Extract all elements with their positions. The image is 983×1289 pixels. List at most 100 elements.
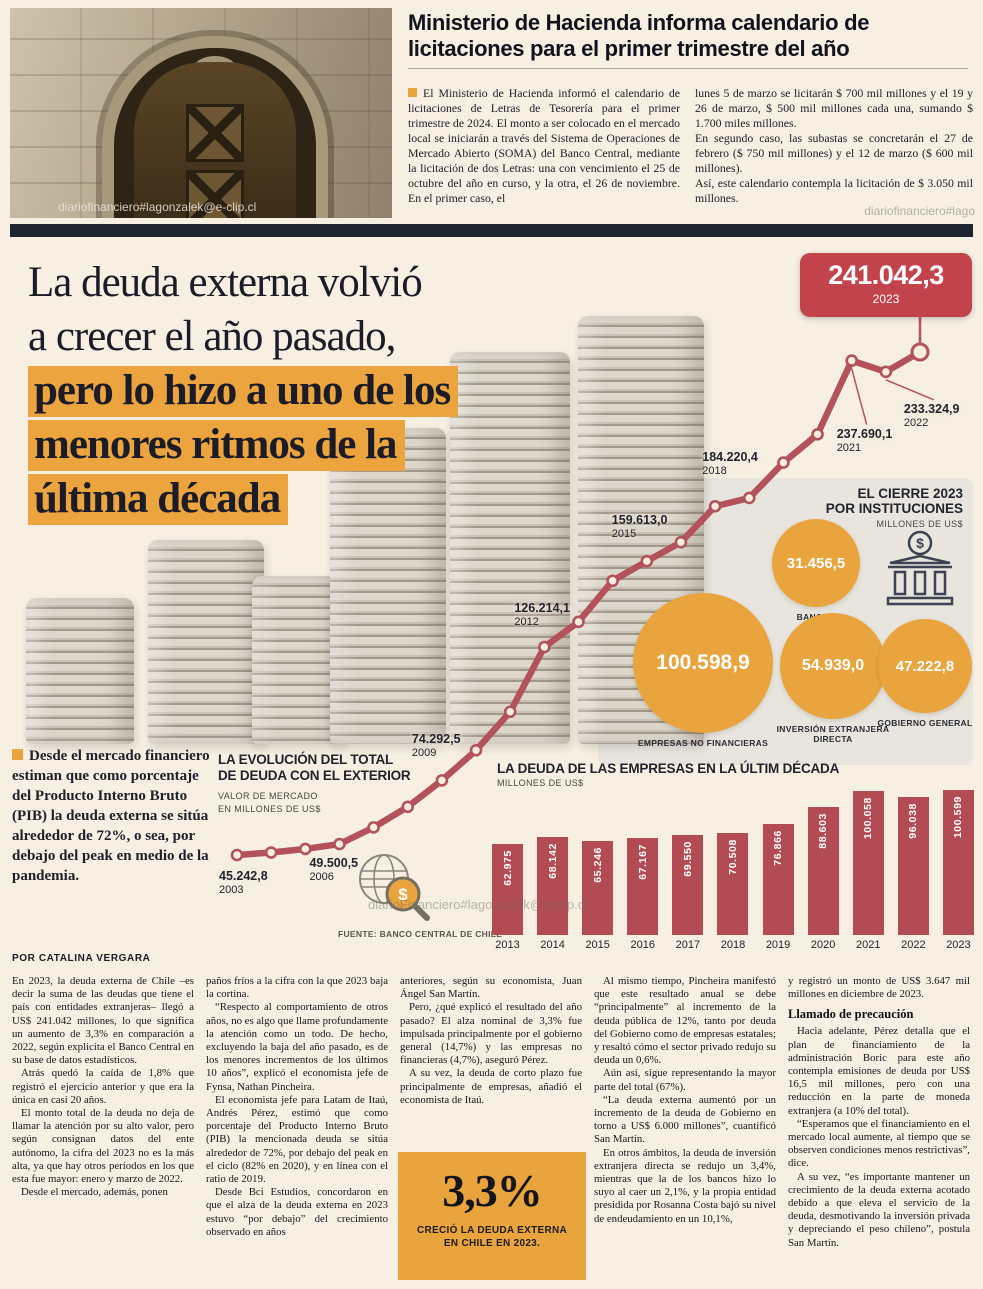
orange-square-bullet <box>408 88 417 97</box>
headline-text: pero lo hizo a uno de los <box>28 366 459 417</box>
headline-line-highlighted: última década <box>28 472 458 526</box>
orange-square-bullet <box>12 749 23 760</box>
article-paragraph: “Respecto al comportamiento de otros año… <box>206 1001 388 1093</box>
bar-value-label: 67.167 <box>636 844 649 880</box>
article-paragraph: Pero, ¿qué explicó el resultado del año … <box>400 1001 582 1067</box>
bar-value-label: 69.550 <box>681 841 694 877</box>
line-point-label: 184.220,4 2018 <box>702 449 758 477</box>
bar-cell: 70.508 2018 <box>717 833 749 951</box>
bar: 88.603 <box>807 807 839 935</box>
callout-caption-line: EN CHILE EN 2023. <box>443 1238 541 1249</box>
article-column-1: En 2023, la deuda externa de Chile –es d… <box>12 975 194 1287</box>
main-headline: La deuda externa volvió a crecer el año … <box>28 256 459 526</box>
article-paragraph: Aún así, sigue representando la mayor pa… <box>594 1067 776 1093</box>
watermark-right: diariofinanciero#lago <box>864 204 975 218</box>
bar-value-label: 100.599 <box>952 796 965 839</box>
svg-text:$: $ <box>398 885 408 904</box>
institution-value: 31.456,5 <box>772 519 860 607</box>
bar-year-label: 2013 <box>495 939 520 951</box>
bar-year-label: 2019 <box>765 939 791 951</box>
paragraph: En segundo caso, las subastas se concret… <box>695 131 973 175</box>
door-panel <box>186 104 244 162</box>
article-paragraph: En 2023, la deuda externa de Chile –es d… <box>12 975 194 1067</box>
evolution-title-line: LA EVOLUCIÓN DEL TOTAL <box>218 752 394 767</box>
evolution-subtitle-line: EN MILLONES DE US$ <box>218 804 321 814</box>
bar-value-label: 68.142 <box>546 843 559 879</box>
bar-year-label: 2020 <box>810 939 836 951</box>
bar-value-label: 62.975 <box>501 850 514 886</box>
bar-cell: 62.975 2013 <box>492 844 523 951</box>
headline-text: a crecer el año pasado, <box>28 313 396 360</box>
coin-stack-image <box>450 352 570 744</box>
bar-cell: 76.866 2019 <box>762 824 794 951</box>
article-paragraph: En otros ámbitos, la deuda de inversión … <box>594 1146 776 1225</box>
svg-text:$: $ <box>916 535 924 551</box>
article-paragraph: “Esperamos que el financiamiento en el m… <box>788 1117 970 1170</box>
sidebar-note: Desde el mercado financiero estiman que … <box>12 746 210 886</box>
paragraph: lunes 5 de marzo se licitarán $ 700 mil … <box>695 86 973 130</box>
paragraph: El Ministerio de Hacienda informó el cal… <box>408 86 680 206</box>
institutions-title-line: EL CIERRE 2023 <box>857 486 963 501</box>
top-article-text: El Ministerio de Hacienda informó el cal… <box>408 86 680 205</box>
bar: 96.038 <box>897 797 929 935</box>
watermark-middle: diarioFinanciero#lagonzalek@e-clip.cl <box>368 897 588 912</box>
headline-divider <box>408 68 968 69</box>
institution-value-text: 47.222,8 <box>895 657 955 675</box>
coin-stack-image <box>26 598 134 744</box>
ornate-door <box>134 62 296 218</box>
growth-callout: 3,3% CRECIÓ LA DEUDA EXTERNA EN CHILE EN… <box>398 1152 586 1280</box>
headline-text: menores ritmos de la <box>28 420 405 471</box>
bar-year-label: 2021 <box>856 939 881 951</box>
bank-icon: $ <box>886 530 954 606</box>
institution-value-text: 31.456,5 <box>786 554 846 572</box>
bar-cell: 100.599 2023 <box>942 790 974 951</box>
bar-value-label: 88.603 <box>817 813 830 849</box>
bar-cell: 88.603 2020 <box>807 807 839 951</box>
line-point-label: 45.242,8 2003 <box>219 869 268 896</box>
sidebar-note-text: Desde el mercado financiero estiman que … <box>12 748 210 884</box>
chart-source: FUENTE: BANCO CENTRAL DE CHILE <box>338 929 503 939</box>
bar: 70.508 <box>717 833 749 935</box>
callout-caption-line: CRECIÓ LA DEUDA EXTERNA <box>416 1225 568 1236</box>
article-paragraph: Hacia adelante, Pérez detalla que el pla… <box>788 1025 970 1117</box>
bar-cell: 100.058 2021 <box>852 791 884 951</box>
top-article-headline: Ministerio de Hacienda informa calendari… <box>408 10 870 61</box>
bar: 65.246 <box>582 841 614 935</box>
watermark-photo: diariofinanciero#lagonzalek@e-clip.cl <box>58 200 257 214</box>
line-point-label: 233.324,9 2022 <box>903 401 960 429</box>
coin-stack-image <box>148 540 264 744</box>
bar: 100.058 <box>852 791 884 935</box>
bar: 67.167 <box>627 838 659 935</box>
headline-text: última década <box>28 474 289 525</box>
article-paragraph: “La deuda externa aumentó por un increme… <box>594 1093 776 1146</box>
institution-bubble-gobierno: 47.222,8 GOBIERNO GENERAL <box>870 619 980 728</box>
bar-value-label: 100.058 <box>862 797 875 840</box>
badge-year: 2023 <box>872 292 900 306</box>
headline-line-highlighted: menores ritmos de la <box>28 418 458 472</box>
bar-year-label: 2017 <box>675 939 701 951</box>
article-column-5: y registró un monto de US$ 3.647 mil mil… <box>788 975 970 1287</box>
article-paragraph: anteriores, según su economista, Juan Án… <box>400 975 582 1001</box>
magnifier-globe-icon: $ <box>359 854 430 921</box>
institutions-panel: EL CIERRE 2023 POR INSTITUCIONES MILLONE… <box>598 478 973 765</box>
institution-label: GOBIERNO GENERAL <box>877 718 973 728</box>
bar-cell: 69.550 2017 <box>672 835 704 951</box>
bar-value-label: 96.038 <box>907 803 920 839</box>
institution-value-text: 100.598,9 <box>656 651 750 674</box>
line-point-label: 49.500,5 2006 <box>309 856 359 884</box>
bar-year-label: 2016 <box>630 939 656 951</box>
article-paragraph: y registró un monto de US$ 3.647 mil mil… <box>788 975 970 1001</box>
headline-line: La deuda externa volvió <box>28 256 458 310</box>
headline-text: La deuda externa volvió <box>28 259 423 306</box>
bar: 76.866 <box>762 824 794 935</box>
evolution-title-line: DE DEUDA CON EL EXTERIOR <box>218 768 411 783</box>
companies-debt-bar-chart: 62.975 2013 68.142 2014 65.246 2015 67.167 2016… <box>492 790 974 951</box>
bar-chart-title: LA DEUDA DE LAS EMPRESAS EN LA ÚLTIM DÉC… <box>497 761 840 776</box>
bar-year-label: 2015 <box>585 939 610 951</box>
bar-cell: 67.167 2016 <box>627 838 659 951</box>
door-panel <box>186 170 244 218</box>
byline: POR CATALINA VERGARA <box>12 953 151 964</box>
bar-cell: 96.038 2022 <box>897 797 929 951</box>
article-paragraph: Atrás quedó la caída de 1,8% que registr… <box>12 1067 194 1106</box>
evolution-subtitle-line: VALOR DE MERCADO <box>218 791 318 801</box>
